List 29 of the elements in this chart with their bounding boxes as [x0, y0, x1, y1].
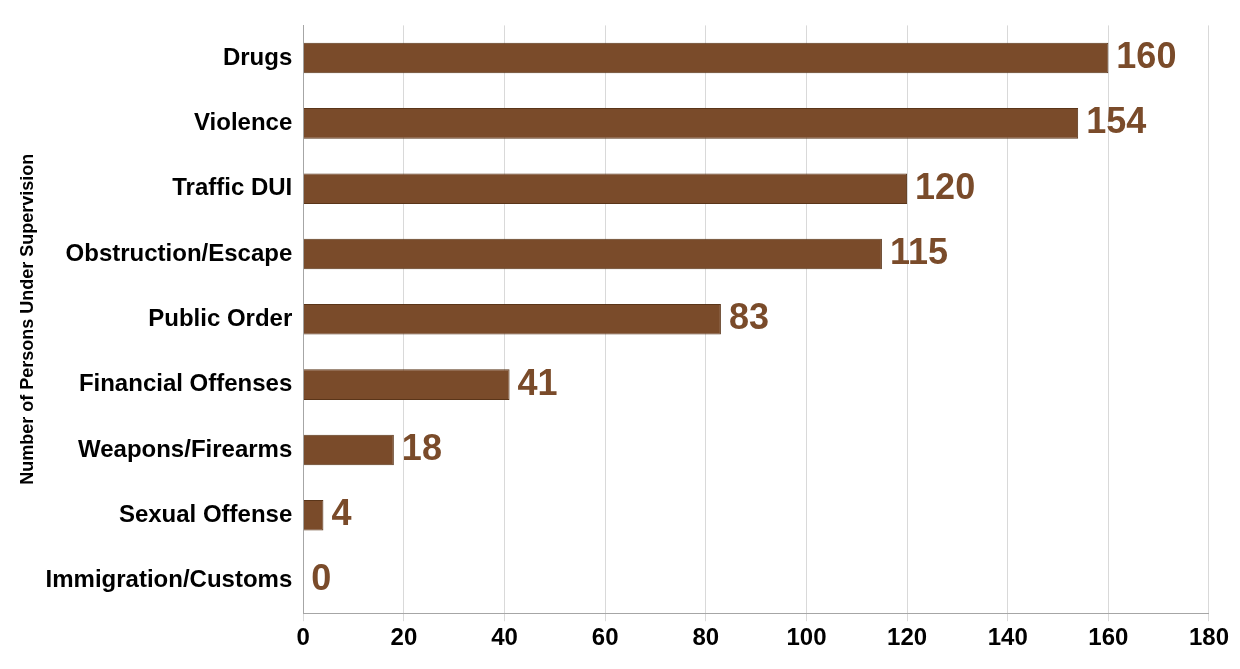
x-tick-label: 140: [987, 623, 1028, 651]
x-tick-label: 40: [491, 623, 518, 651]
data-label: 18: [401, 426, 442, 468]
x-tick-label: 160: [1088, 623, 1129, 651]
data-label: 4: [331, 492, 352, 534]
y-tick-label: Public Order: [148, 303, 293, 331]
x-tick-label: 60: [591, 623, 619, 651]
y-tick-label: Traffic DUI: [172, 173, 293, 201]
data-label: 154: [1086, 100, 1147, 142]
y-tick-label: Financial Offenses: [78, 369, 293, 397]
x-tick-label: 80: [692, 623, 720, 651]
y-tick-label: Obstruction/Escape: [65, 238, 293, 266]
data-label: 120: [915, 165, 976, 207]
x-tick-label: 20: [390, 623, 418, 651]
y-tick-label: Sexual Offense: [118, 499, 293, 527]
y-axis-title: Number of Persons Under Supervision: [16, 153, 37, 485]
data-label: 115: [889, 230, 948, 272]
y-tick-label: Weapons/Firearms: [77, 434, 293, 462]
y-tick-label: Violence: [194, 107, 293, 135]
x-tick-label: 0: [296, 623, 310, 651]
x-tick-label: 100: [786, 623, 827, 651]
data-label: 0: [311, 557, 332, 599]
y-tick-label: Drugs: [222, 42, 293, 70]
x-tick-label: 120: [887, 623, 928, 651]
x-tick-label: 180: [1188, 623, 1229, 651]
data-label: 83: [728, 296, 769, 338]
y-tick-label: Immigration/Customs: [45, 565, 293, 593]
data-label: 41: [517, 361, 558, 403]
data-label: 160: [1116, 34, 1177, 76]
